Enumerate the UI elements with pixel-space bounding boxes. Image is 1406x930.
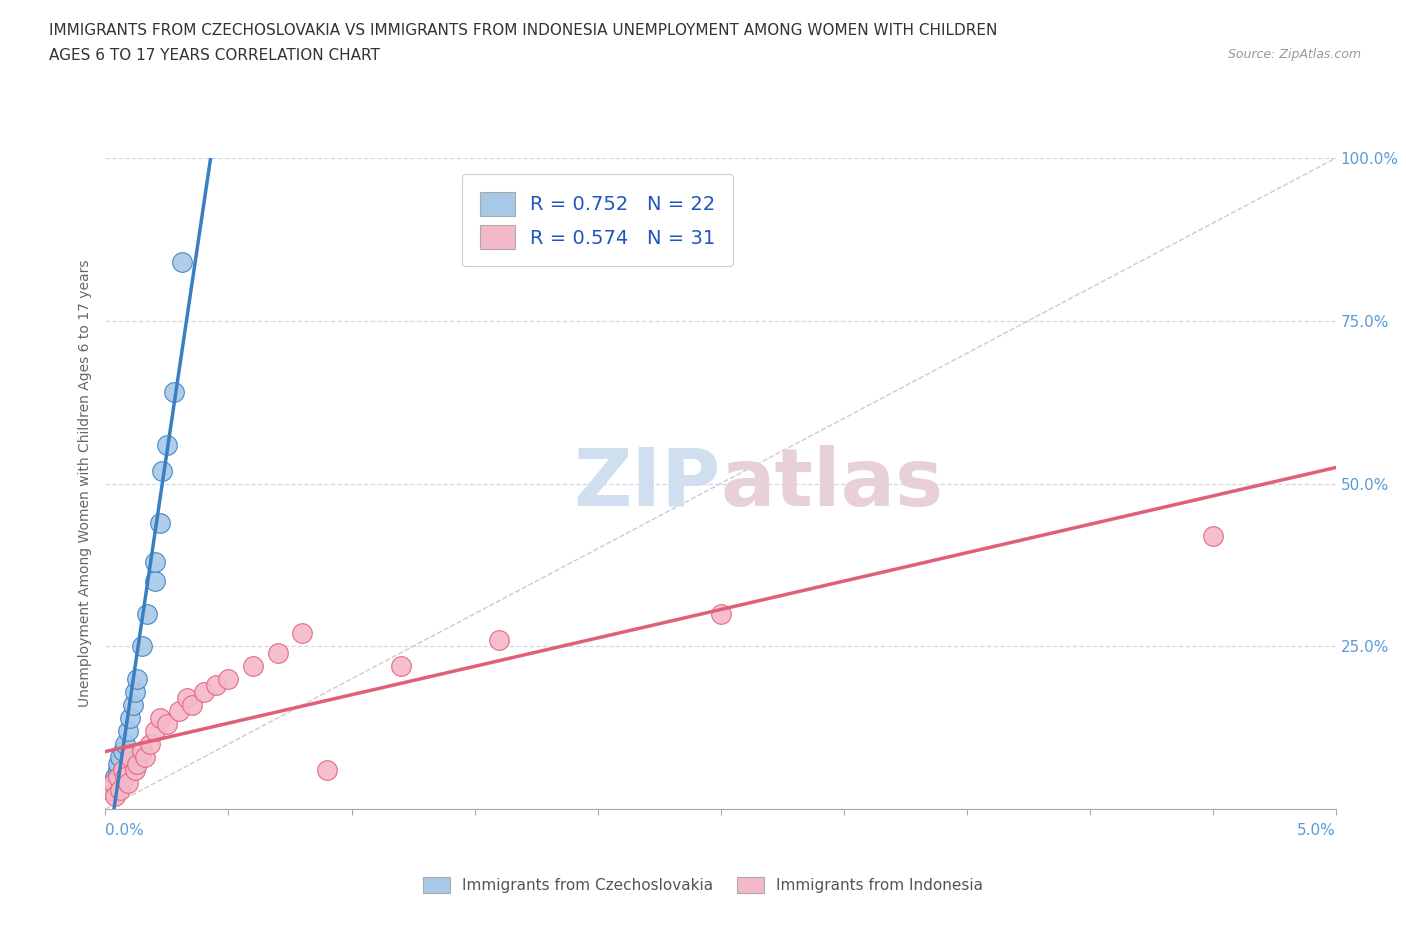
Point [131,743,153,758]
Point [143,554,166,569]
Point [101,776,124,790]
Point [169,704,191,719]
Point [111,763,134,777]
Y-axis label: Unemployment Among Women with Children Ages 6 to 17 years: Unemployment Among Women with Children A… [77,259,91,708]
Point [110,782,132,797]
Point [193,684,215,699]
Point [180,698,202,712]
Point [127,756,149,771]
Text: IMMIGRANTS FROM CZECHOSLOVAKIA VS IMMIGRANTS FROM INDONESIA UNEMPLOYMENT AMONG W: IMMIGRANTS FROM CZECHOSLOVAKIA VS IMMIGR… [49,23,998,38]
Point [134,750,156,764]
Point [114,769,136,784]
Point [124,763,146,777]
Point [124,684,146,699]
Point [107,763,129,777]
Text: atlas: atlas [721,445,943,523]
Point [120,750,141,764]
Text: 0.0%: 0.0% [105,823,145,838]
Point [488,632,510,647]
Point [98,782,122,797]
Point [136,606,159,621]
Point [176,691,198,706]
Point [242,658,264,673]
Text: ZIP: ZIP [574,445,721,523]
Point [138,737,162,751]
Point [121,698,143,712]
Point [107,756,129,771]
Text: Source: ZipAtlas.com: Source: ZipAtlas.com [1227,48,1361,61]
Text: AGES 6 TO 17 YEARS CORRELATION CHART: AGES 6 TO 17 YEARS CORRELATION CHART [49,48,380,63]
Point [170,255,193,270]
Point [117,776,139,790]
Point [127,671,149,686]
Legend: R = 0.752   N = 22, R = 0.574   N = 31: R = 0.752 N = 22, R = 0.574 N = 31 [463,174,733,267]
Point [156,437,179,452]
Point [156,717,179,732]
Point [101,776,124,790]
Point [104,789,127,804]
Point [710,606,733,621]
Point [315,763,337,777]
Point [205,678,228,693]
Point [114,737,136,751]
Point [150,463,173,478]
Point [111,743,134,758]
Legend: Immigrants from Czechoslovakia, Immigrants from Indonesia: Immigrants from Czechoslovakia, Immigran… [416,870,990,899]
Point [163,385,186,400]
Point [110,750,132,764]
Point [104,769,127,784]
Text: 5.0%: 5.0% [1296,823,1336,838]
Point [117,724,139,738]
Point [149,711,172,725]
Point [98,782,122,797]
Point [218,671,240,686]
Point [107,769,129,784]
Point [131,639,153,654]
Point [120,711,141,725]
Point [149,515,172,530]
Point [291,626,314,641]
Point [143,574,166,589]
Point [389,658,412,673]
Point [267,645,290,660]
Point [1201,528,1223,543]
Point [143,724,166,738]
